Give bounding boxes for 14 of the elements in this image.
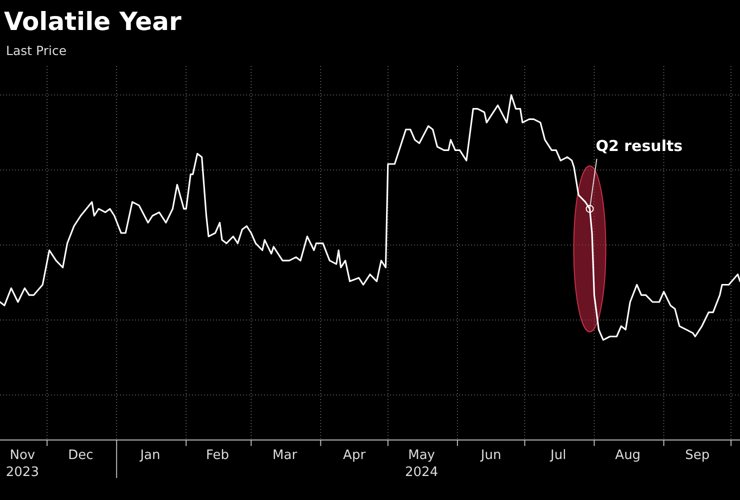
x-tick-label: Jan [139, 448, 160, 463]
x-tick-label: May 2024 [405, 448, 438, 480]
x-tick-label: Dec [68, 448, 94, 463]
x-tick-label: Jul [550, 448, 566, 463]
x-tick-label: Sep [685, 448, 710, 463]
x-tick-label: Aug [615, 448, 641, 463]
x-tick-label: Jun [480, 448, 502, 463]
x-tick-label: Feb [206, 448, 230, 463]
annotation: Q2 results [596, 136, 683, 155]
x-tick-label: Apr [343, 448, 366, 463]
chart-title: Volatile Year [4, 7, 182, 36]
x-tick-label: Mar [272, 448, 298, 463]
x-tick-label: Nov 2023 [6, 448, 39, 480]
chart-subtitle: Last Price [6, 43, 67, 58]
